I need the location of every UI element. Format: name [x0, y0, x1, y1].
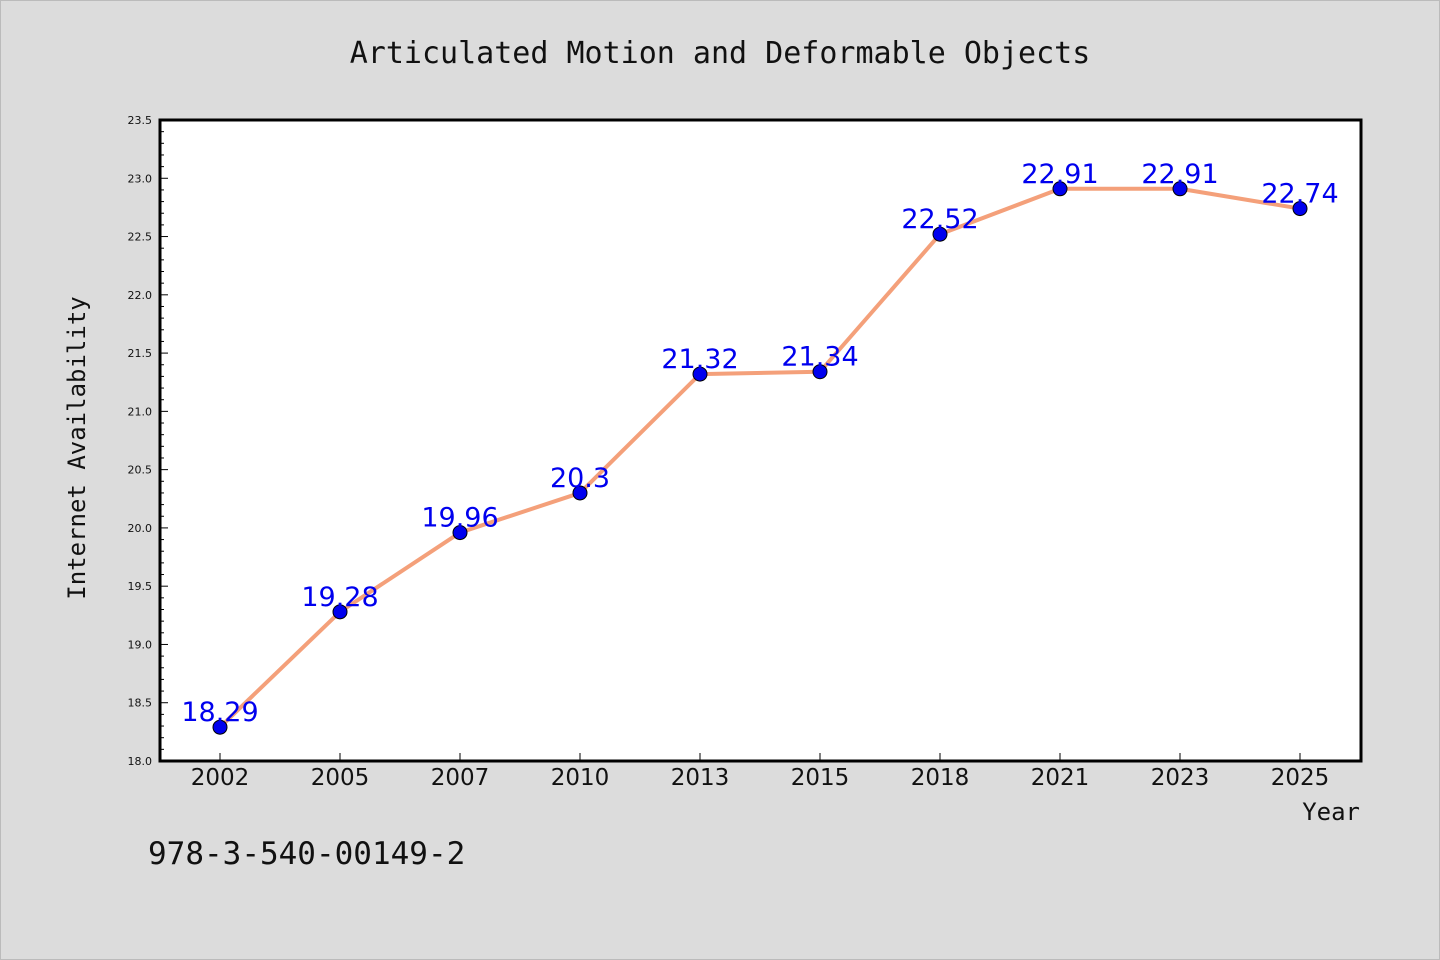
data-label: 20.3 [550, 463, 610, 494]
data-label: 19.96 [421, 503, 498, 534]
y-tick-label: 22.5 [128, 231, 153, 244]
y-axis-label: Internet Availability [63, 296, 91, 599]
y-tick-label: 19.0 [128, 638, 153, 651]
data-point [1052, 181, 1068, 197]
x-axis: 2002 2005 2007 2010 2013 2015 2018 2021 2023 2025 [191, 753, 1330, 791]
y-axis: 18.0 18.5 19.0 19.5 20.0 20.5 21.0 21.5 22.0 22.5… [128, 114, 168, 768]
data-point [692, 366, 708, 382]
x-axis-label: Year [1302, 798, 1360, 826]
chart-title: Articulated Motion and Deformable Object… [350, 36, 1091, 71]
x-tick-label: 2013 [671, 765, 730, 791]
y-tick-label: 20.0 [128, 522, 153, 535]
data-label: 22.91 [1021, 159, 1098, 190]
y-tick-label: 18.0 [128, 755, 153, 768]
y-tick-label: 23.5 [128, 114, 153, 127]
data-label: 18.29 [181, 697, 258, 728]
x-tick-label: 2005 [311, 765, 370, 791]
data-point [452, 525, 468, 541]
y-tick-label: 18.5 [128, 697, 153, 710]
data-point [572, 485, 588, 501]
plot-area [160, 120, 1361, 761]
x-tick-label: 2015 [791, 765, 850, 791]
data-label: 19.28 [301, 582, 378, 613]
y-tick-label: 21.5 [128, 347, 153, 360]
y-tick-label: 20.5 [128, 464, 153, 477]
x-tick-label: 2018 [911, 765, 970, 791]
y-tick-label: 23.0 [128, 172, 153, 185]
series-layer: 18.29 19.28 19.96 20.3 21.32 21.34 22.52 22.91 2… [181, 159, 1339, 735]
footer-isbn: 978-3-540-00149-2 [148, 836, 465, 872]
data-point [332, 604, 348, 620]
series-line [218, 186, 1302, 730]
data-point [212, 719, 228, 735]
data-label: 22.91 [1141, 159, 1218, 190]
data-point [1172, 181, 1188, 197]
y-tick-label: 19.5 [128, 580, 153, 593]
x-tick-label: 2002 [191, 765, 250, 791]
y-tick-label: 21.0 [128, 405, 153, 418]
x-tick-label: 2023 [1151, 765, 1210, 791]
y-tick-label: 22.0 [128, 289, 153, 302]
data-label: 22.52 [901, 204, 978, 235]
x-tick-label: 2025 [1271, 765, 1330, 791]
x-tick-label: 2010 [551, 765, 610, 791]
x-tick-label: 2021 [1031, 765, 1090, 791]
data-point [932, 226, 948, 242]
data-label: 21.32 [661, 344, 738, 375]
data-label: 22.74 [1261, 179, 1338, 210]
plot-frame [158, 118, 1363, 763]
data-label: 21.34 [781, 342, 858, 373]
x-tick-label: 2007 [431, 765, 490, 791]
data-point [812, 364, 828, 380]
data-point [1292, 201, 1308, 217]
